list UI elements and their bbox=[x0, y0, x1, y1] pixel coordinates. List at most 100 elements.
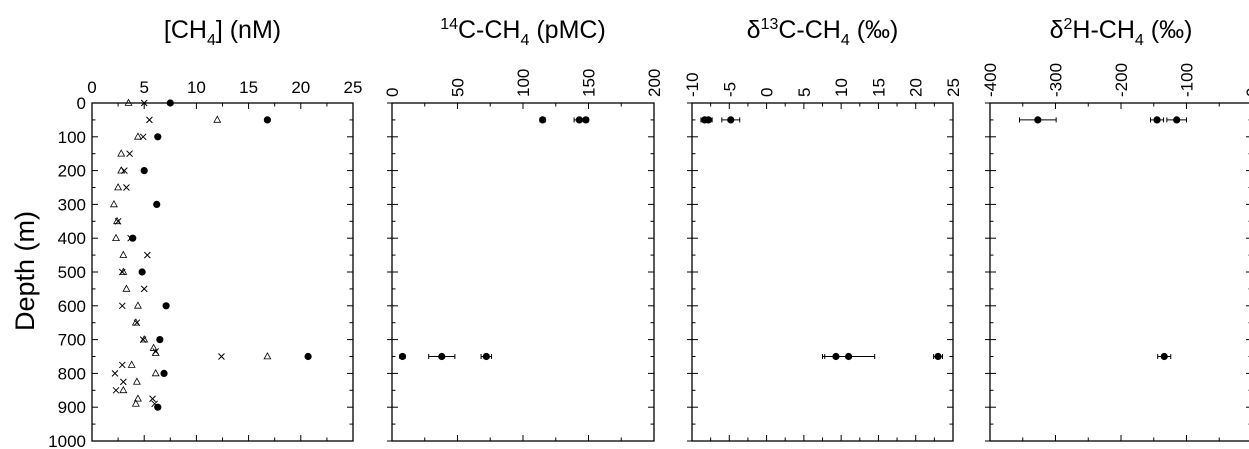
data-point-triangle bbox=[117, 149, 126, 157]
x-tick-label: 20 bbox=[907, 78, 926, 97]
data-point-triangle bbox=[133, 132, 142, 140]
data-point-triangle bbox=[213, 115, 222, 123]
data-point-circle bbox=[138, 268, 146, 276]
data-point-triangle bbox=[149, 343, 158, 351]
panel-4: δ2H-CH4 (‰) -400 -300 -200 -100 0 bbox=[981, 16, 1249, 442]
data-point-circle bbox=[140, 167, 148, 175]
x-tick-label: 150 bbox=[580, 69, 599, 97]
title-text: [CH bbox=[164, 16, 207, 44]
x-tick-label: 10 bbox=[832, 78, 851, 97]
x-tick-label: -200 bbox=[1112, 63, 1131, 97]
data-point-cross bbox=[151, 400, 158, 408]
data-point-cross bbox=[152, 348, 160, 355]
data-point-circle bbox=[934, 352, 942, 361]
data-point-cross bbox=[111, 370, 119, 377]
y-tick-label: 800 bbox=[58, 364, 86, 383]
data-point-circle bbox=[1034, 116, 1042, 124]
plot-frame bbox=[989, 102, 1249, 442]
data-point-cross bbox=[118, 268, 126, 276]
data-point-circle bbox=[160, 369, 168, 377]
x-tick-label: 10 bbox=[187, 78, 206, 97]
data-point-circle bbox=[129, 234, 137, 242]
y-tick-label: 0 bbox=[77, 94, 86, 113]
plot-frame bbox=[391, 102, 655, 442]
data-point-cross bbox=[119, 378, 127, 386]
y-tick-label: 500 bbox=[58, 263, 86, 282]
data-point-cross bbox=[218, 353, 225, 360]
panel-2: 14C-CH4 (pMC) 0 50 100 150 200 bbox=[383, 16, 664, 442]
x-tick-label: -10 bbox=[683, 72, 702, 97]
y-tick-label: 200 bbox=[58, 162, 86, 181]
title-text: (‰) bbox=[1144, 16, 1193, 44]
y-axis-label: Depth (m) bbox=[10, 211, 40, 331]
data-point-circle bbox=[575, 116, 583, 124]
data-point-cross bbox=[133, 319, 141, 327]
x-tick-label: 0 bbox=[87, 78, 96, 97]
y-tick-label: 1000 bbox=[48, 432, 86, 449]
data-point-circle bbox=[1173, 116, 1181, 124]
x-tick-label: 15 bbox=[869, 78, 888, 97]
data-point-cross bbox=[118, 302, 126, 310]
title-subscript: 4 bbox=[207, 32, 216, 49]
data-point-cross bbox=[139, 336, 147, 343]
title-subscript: 4 bbox=[841, 32, 850, 49]
y-tick-label: 400 bbox=[58, 229, 86, 248]
y-tick-label: 600 bbox=[58, 297, 86, 316]
data-point-circle bbox=[539, 116, 547, 124]
x-tick-label: 0 bbox=[1243, 88, 1249, 97]
x-tick-label: 100 bbox=[514, 69, 533, 97]
x-tick-label: -100 bbox=[1178, 63, 1197, 97]
data-point-circle bbox=[727, 116, 735, 124]
data-point-cross bbox=[114, 217, 122, 225]
data-point-circle bbox=[438, 352, 446, 361]
title-text: δ bbox=[1050, 16, 1064, 44]
y-tick-label: 300 bbox=[58, 195, 86, 214]
title-text: C-CH bbox=[778, 16, 841, 44]
x-tick-label: 200 bbox=[645, 69, 664, 97]
data-point-triangle bbox=[132, 377, 141, 385]
panel-title: 14C-CH4 (pMC) bbox=[440, 16, 606, 49]
panel-3: δ13C-CH4 (‰) -10 -5 0 5 10 15 20 25 bbox=[683, 16, 963, 442]
data-point-triangle bbox=[119, 385, 128, 394]
x-tick-label: 0 bbox=[758, 88, 777, 97]
data-point-triangle bbox=[127, 360, 136, 368]
title-text: (pMC) bbox=[529, 16, 605, 44]
data-point-triangle bbox=[151, 368, 160, 377]
data-point-circle bbox=[153, 200, 161, 208]
data-point-circle bbox=[156, 336, 164, 344]
data-point-circle bbox=[482, 352, 490, 361]
data-point-cross bbox=[140, 99, 148, 107]
data-point-cross bbox=[123, 184, 130, 191]
data-point-cross bbox=[143, 251, 151, 259]
data-point-cross bbox=[140, 285, 148, 293]
plot-frame bbox=[91, 102, 354, 442]
panel-title: [CH4] (nM) bbox=[164, 16, 281, 49]
title-text: δ bbox=[747, 16, 761, 44]
data-point-triangle bbox=[133, 394, 142, 402]
title-text: H-CH bbox=[1072, 16, 1135, 44]
data-point-cross bbox=[149, 395, 156, 403]
title-text: ] (nM) bbox=[216, 16, 281, 44]
data-point-triangle bbox=[109, 199, 118, 208]
data-point-triangle bbox=[112, 233, 120, 242]
x-tick-label: 5 bbox=[795, 88, 814, 97]
data-point-cross bbox=[118, 361, 126, 369]
data-point-cross bbox=[127, 234, 134, 242]
title-subscript: 4 bbox=[521, 32, 530, 49]
data-point-cross bbox=[121, 167, 128, 174]
x-tick-label: -400 bbox=[981, 63, 1000, 97]
y-tick-label: 900 bbox=[58, 398, 86, 417]
data-point-triangle bbox=[124, 98, 133, 106]
data-point-triangle bbox=[117, 166, 126, 174]
data-point-circle bbox=[704, 116, 713, 124]
data-point-triangle bbox=[119, 250, 128, 258]
data-point-triangle bbox=[133, 301, 142, 309]
data-point-circle bbox=[1160, 352, 1168, 361]
x-tick-label: -300 bbox=[1047, 63, 1066, 97]
panel-title: δ2H-CH4 (‰) bbox=[1050, 16, 1193, 49]
data-point-triangle bbox=[263, 352, 272, 360]
data-point-triangle bbox=[122, 284, 131, 292]
y-tick-label: 100 bbox=[58, 128, 86, 147]
x-tick-label: 20 bbox=[291, 78, 310, 97]
